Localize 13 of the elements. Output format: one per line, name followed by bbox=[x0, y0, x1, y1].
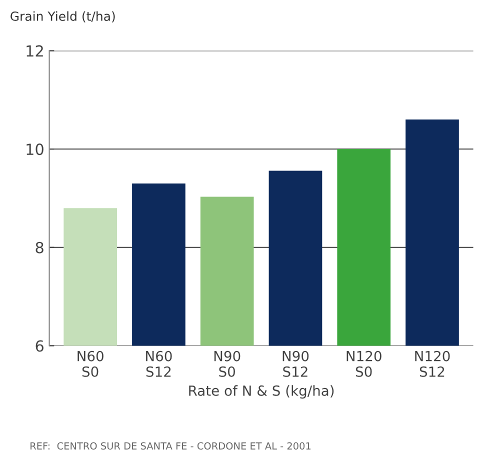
x-tick-label: N90 S12 bbox=[282, 350, 309, 377]
y-tick-label: 8 bbox=[36, 242, 44, 254]
y-axis-title: Grain Yield (t/ha) bbox=[10, 11, 115, 22]
x-tick-label: N120 S0 bbox=[346, 350, 382, 377]
text: REF: CENTRO SUR DE SANTA FE - CORDONE ET AL - 2001 bbox=[30, 442, 311, 450]
x-axis-title: Rate of N & S (kg/ha) bbox=[189, 385, 334, 399]
x-tick-label: N60 S12 bbox=[146, 350, 172, 377]
y-tick-label: 12 bbox=[26, 45, 43, 57]
x-tick-label: N60 S0 bbox=[78, 350, 104, 377]
y-tick-label: 10 bbox=[26, 144, 44, 156]
y-tick-label: 6 bbox=[36, 340, 44, 352]
x-tick-label: N120 S12 bbox=[415, 350, 450, 377]
x-tick-label: N90 S0 bbox=[214, 350, 240, 377]
